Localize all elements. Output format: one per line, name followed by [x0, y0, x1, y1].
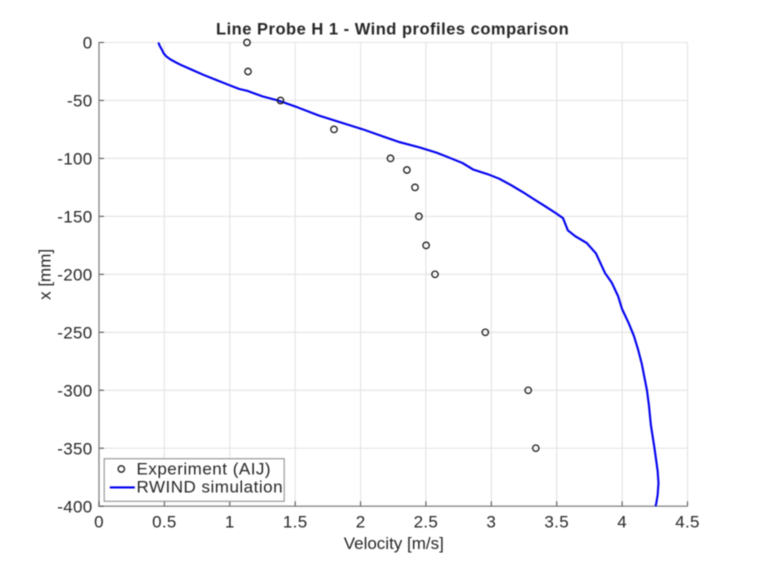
- svg-text:Experiment (AIJ): Experiment (AIJ): [137, 459, 272, 478]
- svg-text:-200: -200: [57, 265, 92, 284]
- svg-text:4.5: 4.5: [675, 513, 700, 532]
- svg-text:RWIND simulation: RWIND simulation: [137, 478, 284, 497]
- svg-text:Velocity [m/s]: Velocity [m/s]: [344, 534, 444, 553]
- svg-text:2.5: 2.5: [414, 513, 439, 532]
- svg-text:1.5: 1.5: [283, 513, 308, 532]
- svg-text:-150: -150: [57, 208, 92, 227]
- svg-text:3.5: 3.5: [544, 513, 569, 532]
- svg-text:0: 0: [94, 513, 104, 532]
- svg-text:0: 0: [83, 34, 93, 53]
- svg-text:x [mm]: x [mm]: [36, 249, 55, 300]
- svg-text:-50: -50: [67, 92, 92, 111]
- svg-text:-350: -350: [57, 439, 92, 458]
- svg-text:-300: -300: [57, 381, 92, 400]
- svg-text:-250: -250: [57, 323, 92, 342]
- svg-text:2: 2: [356, 513, 366, 532]
- svg-text:-400: -400: [57, 497, 92, 516]
- svg-text:0.5: 0.5: [152, 513, 177, 532]
- svg-text:1: 1: [225, 513, 235, 532]
- svg-text:4: 4: [617, 513, 627, 532]
- svg-text:3: 3: [486, 513, 496, 532]
- svg-text:Line Probe H 1 - Wind profiles: Line Probe H 1 - Wind profiles compariso…: [216, 21, 569, 39]
- svg-text:-100: -100: [57, 150, 92, 169]
